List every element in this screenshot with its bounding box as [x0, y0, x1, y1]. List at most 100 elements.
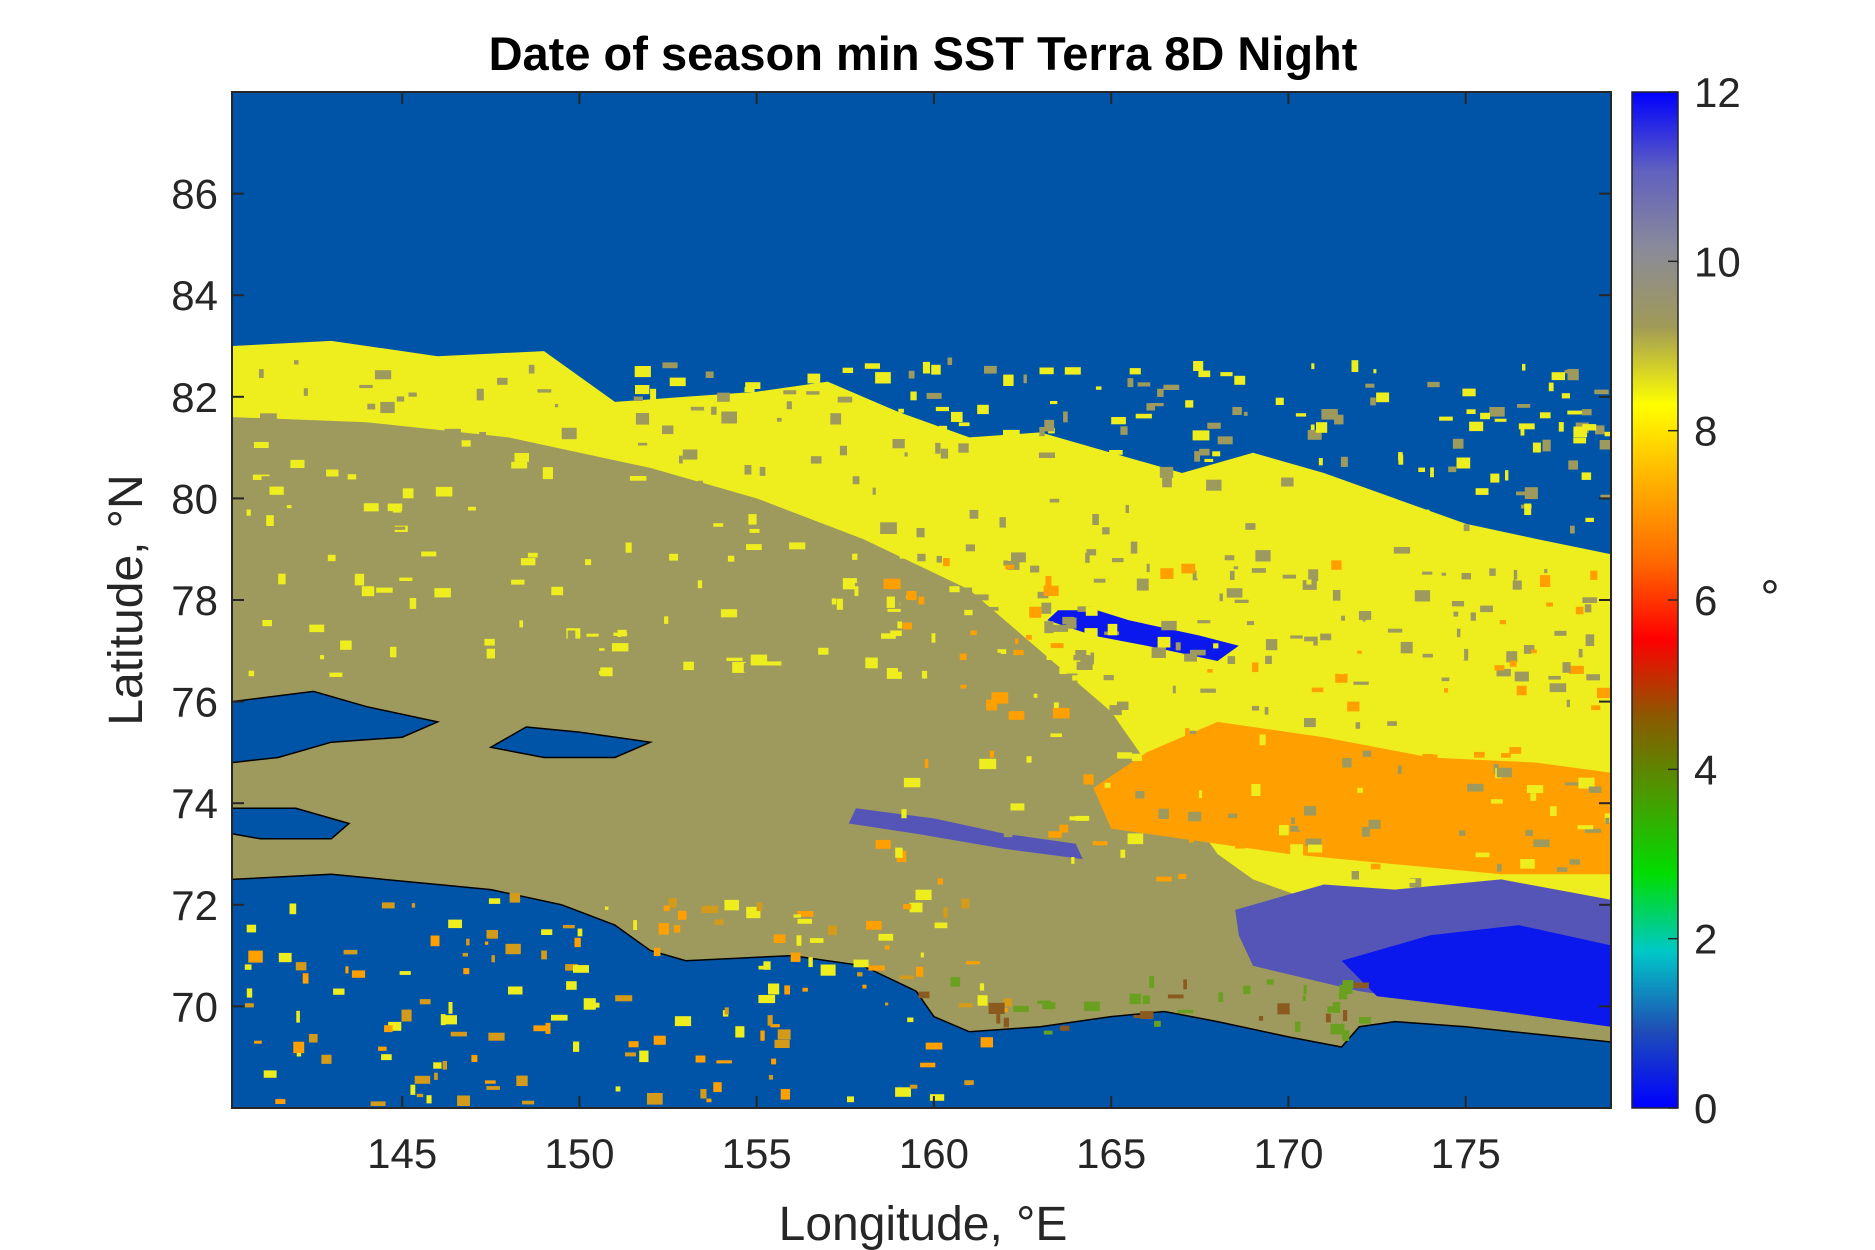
transition-speckle — [1190, 602, 1207, 614]
coastal-speckle — [899, 975, 914, 980]
transition-speckle — [1109, 705, 1122, 716]
coastal-speckle — [625, 1052, 636, 1057]
ice-speckle — [1505, 470, 1509, 481]
coastal-speckle — [1003, 998, 1012, 1007]
ice-speckle — [1387, 628, 1403, 633]
ice-speckle — [1567, 369, 1579, 381]
ice-speckle — [1037, 591, 1049, 599]
coastal-speckle — [343, 949, 358, 955]
transition-speckle — [1556, 854, 1571, 865]
y-tick-label: 72 — [171, 882, 218, 929]
transition-speckle — [1526, 705, 1532, 716]
coastal-speckle — [604, 906, 609, 910]
transition-speckle — [879, 789, 887, 800]
ice-speckle — [1308, 569, 1319, 582]
ice-speckle — [322, 664, 337, 669]
ice-speckle — [1085, 552, 1090, 563]
ice-speckle — [1137, 382, 1151, 387]
coastal-speckle — [663, 905, 670, 912]
transition-speckle — [1272, 670, 1282, 678]
ice-speckle — [442, 494, 454, 504]
shelf-speckle — [1183, 979, 1187, 990]
ice-speckle — [586, 633, 599, 637]
ice-speckle — [880, 522, 897, 534]
transition-speckle — [1344, 718, 1357, 731]
ice-speckle — [633, 396, 643, 401]
coastal-speckle — [308, 1034, 318, 1043]
ice-speckle — [1304, 636, 1318, 646]
transition-speckle — [1576, 756, 1592, 762]
transition-speckle — [1048, 831, 1062, 838]
ice-speckle — [1362, 617, 1366, 622]
ice-speckle — [886, 596, 895, 608]
ice-speckle — [621, 636, 636, 643]
coastal-speckle — [780, 1089, 790, 1100]
x-tick-label: 160 — [899, 1130, 969, 1177]
coastal-speckle — [758, 995, 776, 1004]
coastal-speckle — [381, 902, 395, 909]
transition-speckle — [1098, 827, 1103, 840]
ice-speckle — [1373, 369, 1377, 374]
ice-speckle — [527, 552, 538, 558]
transition-speckle — [1575, 614, 1592, 625]
transition-speckle — [1605, 817, 1610, 824]
x-axis: 145 150 155 160 165 170 175 — [367, 92, 1501, 1177]
ice-speckle — [347, 474, 357, 480]
shelf-speckle — [1154, 1020, 1161, 1027]
coastal-speckle — [853, 959, 869, 968]
transition-speckle — [1577, 825, 1594, 830]
ice-speckle — [1234, 375, 1246, 385]
ice-speckle — [1453, 611, 1459, 617]
ice-speckle — [1093, 578, 1106, 583]
transition-speckle — [1509, 747, 1522, 754]
transition-speckle — [1487, 852, 1498, 859]
ice-speckle — [269, 486, 284, 495]
transition-speckle — [1120, 657, 1128, 666]
ice-speckle — [1039, 427, 1045, 437]
ice-speckle — [403, 615, 408, 622]
coastal-speckle — [388, 1021, 402, 1031]
ice-speckle — [1599, 440, 1611, 450]
coastal-speckle — [735, 1026, 745, 1038]
transition-speckle — [1003, 833, 1013, 838]
ice-speckle — [933, 591, 943, 600]
coastal-speckle — [401, 1009, 412, 1022]
ice-speckle — [892, 439, 905, 449]
shelf-speckle — [1167, 994, 1184, 999]
transition-speckle — [1107, 623, 1118, 636]
transition-speckle — [865, 657, 878, 669]
ice-speckle — [806, 391, 820, 395]
ice-speckle — [329, 672, 343, 677]
transition-speckle — [1207, 669, 1213, 673]
ice-speckle — [1551, 372, 1565, 381]
ice-speckle — [554, 465, 565, 476]
shelf-speckle — [1342, 1010, 1348, 1022]
transition-speckle — [1335, 673, 1348, 683]
coastal-speckle — [577, 928, 583, 937]
coastal-speckle — [573, 1041, 580, 1052]
ice-speckle — [1251, 568, 1266, 573]
coastal-speckle — [466, 938, 470, 946]
ice-speckle — [511, 461, 528, 469]
ice-speckle — [966, 671, 971, 678]
shelf-speckle — [988, 1002, 1005, 1014]
transition-speckle — [936, 555, 942, 563]
ice-speckle — [984, 365, 997, 374]
transition-speckle — [1090, 652, 1095, 660]
coastal-speckle — [756, 902, 763, 912]
ice-speckle — [842, 367, 854, 373]
shelf-speckle — [1037, 1000, 1051, 1004]
transition-speckle — [1050, 643, 1064, 649]
ice-speckle — [402, 488, 414, 499]
ice-speckle — [367, 403, 376, 410]
ice-speckle — [1048, 494, 1061, 498]
ice-speckle — [1393, 547, 1411, 554]
ice-speckle — [1513, 569, 1518, 581]
coastal-speckle — [411, 903, 416, 908]
transition-speckle — [1098, 852, 1114, 859]
ice-speckle — [1573, 437, 1587, 444]
ice-speckle — [1581, 409, 1592, 416]
ice-speckle — [1217, 436, 1233, 445]
ice-speckle — [479, 432, 487, 441]
transition-speckle — [1496, 668, 1511, 677]
